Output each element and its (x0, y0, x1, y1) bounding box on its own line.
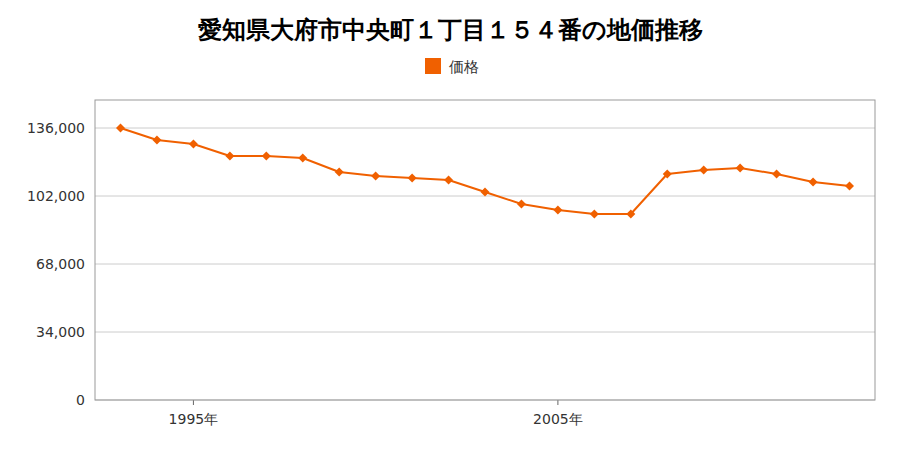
plot-area (116, 124, 854, 219)
marker (809, 178, 818, 187)
marker (335, 168, 344, 177)
grid-line (95, 264, 875, 265)
title: 愛知県大府市中央町１丁目１５４番の地価推移 (198, 16, 703, 44)
marker (444, 176, 453, 185)
marker (262, 152, 271, 161)
marker (152, 136, 161, 145)
grid-line (95, 332, 875, 333)
legend-swatch (425, 58, 441, 74)
marker (481, 188, 490, 197)
marker (225, 152, 234, 161)
x-axis: 1995年 2005年 (169, 400, 583, 427)
marker (699, 166, 708, 175)
background (0, 0, 900, 450)
x-tick (193, 400, 194, 405)
marker (517, 200, 526, 209)
y-axis: 0 34,000 68,000 102,000 136,000 (27, 120, 875, 408)
marker (772, 170, 781, 179)
chart-container: 愛知県大府市中央町１丁目１５４番の地価推移 0 34,000 68,000 102,00… (0, 0, 900, 450)
marker (736, 164, 745, 173)
marker (408, 174, 417, 183)
grid-line (95, 128, 875, 129)
y-tick-label: 0 (76, 392, 85, 408)
marker (189, 140, 198, 149)
marker (663, 170, 672, 179)
y-tick-label: 136,000 (27, 120, 85, 136)
x-tick (557, 400, 558, 405)
x-tick-label: 2005年 (533, 411, 583, 427)
legend-label: 価格 (449, 58, 479, 76)
marker (371, 172, 380, 181)
plot-frame (95, 100, 875, 400)
line (121, 128, 850, 214)
marker (590, 210, 599, 219)
legend: 価格 (425, 58, 479, 76)
y-tick-label: 68,000 (36, 256, 85, 272)
chart-svg: 愛知県大府市中央町１丁目１５４番の地価推移 0 34,000 68,000 102,00… (0, 0, 900, 450)
marker (626, 210, 635, 219)
y-tick-label: 102,000 (27, 188, 85, 204)
marker (298, 154, 307, 163)
marker (116, 124, 125, 133)
marker (553, 206, 562, 215)
y-tick-label: 34,000 (36, 324, 85, 340)
marker (845, 182, 854, 191)
x-tick-label: 1995年 (169, 411, 219, 427)
